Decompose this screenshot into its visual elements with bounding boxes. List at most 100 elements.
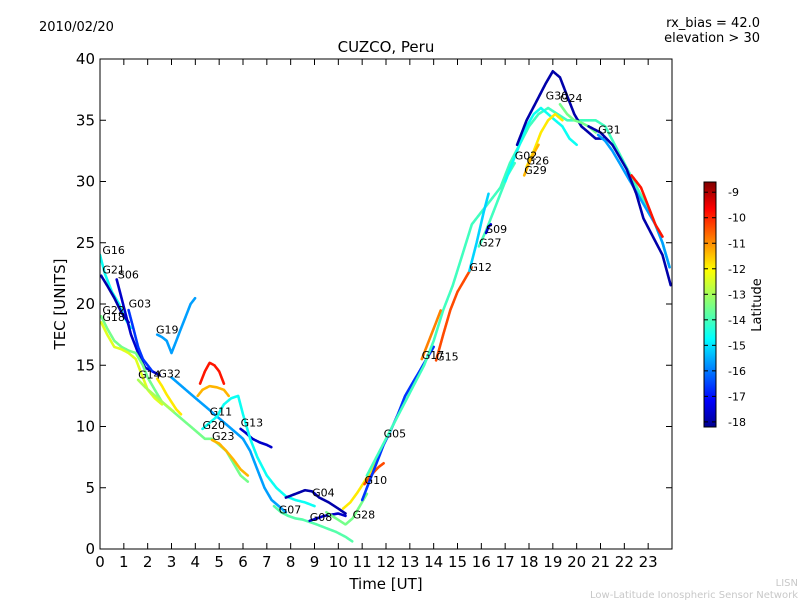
sat-label-g18: G18: [102, 311, 125, 324]
series-bluefall: [587, 125, 672, 287]
sat-label-g03: G03: [129, 298, 152, 311]
sat-label-g21: G21: [102, 263, 125, 276]
colorbar-label: Latitude: [750, 278, 765, 332]
colorbar-tick-label: -18: [728, 416, 746, 429]
colorbar-tick-label: -16: [728, 365, 746, 378]
sat-label-g26: G26: [527, 154, 550, 167]
y-tick-label: 5: [85, 479, 95, 497]
series-redfall: [630, 174, 664, 238]
colorbar-ticks: -9 -10 -11 -12 -13 -14 -15 -16 -17 -18: [704, 186, 746, 429]
x-tick-label: 17: [496, 553, 515, 571]
sat-label-g02: G02: [515, 149, 538, 162]
x-tick-label: 12: [376, 553, 395, 571]
sat-label-g17: G17: [422, 349, 445, 362]
x-tick-label: 11: [353, 553, 372, 571]
sat-label-g29: G29: [524, 164, 547, 177]
x-tick-label: 5: [214, 553, 224, 571]
sat-label-g10: G10: [365, 474, 388, 487]
series-layer: [100, 70, 672, 543]
series-g28: [325, 492, 369, 526]
y-tick-label: 15: [76, 356, 95, 374]
series-yel1: [196, 384, 230, 398]
colorbar-tick-label: -12: [728, 263, 746, 276]
colorbar-tick-label: -13: [728, 288, 746, 301]
sat-label-g04: G04: [312, 486, 335, 499]
sat-label-g08: G08: [310, 511, 333, 524]
sat-label-g32: G32: [158, 368, 181, 381]
footer-network: Low-Latitude Ionospheric Sensor Network: [590, 590, 798, 600]
x-tick-label: 13: [400, 553, 419, 571]
sat-label-g13: G13: [241, 417, 264, 430]
x-tick-label: 4: [191, 553, 201, 571]
x-tick-label: 15: [448, 553, 467, 571]
series-g30: [515, 70, 605, 147]
series-g21: [100, 274, 130, 324]
y-tick-label: 25: [76, 234, 95, 252]
x-tick-label: 0: [95, 553, 105, 571]
series-g04: [284, 488, 347, 515]
rx-bias-label: rx_bias = 42.0: [666, 16, 760, 31]
y-axis: 0 5 10 15 20 25 30 35 40: [76, 50, 672, 558]
sat-label-g28: G28: [353, 508, 376, 521]
x-tick-label: 1: [119, 553, 129, 571]
sat-label-g05: G05: [384, 428, 407, 441]
x-axis: 0 1 2 3 4 5 6 7 8 9 10 11 12 13 14 15 16 17 18 19 20 21 22 23: [95, 59, 658, 571]
colorbar-tick-label: -10: [728, 212, 746, 225]
series-g03: [127, 308, 154, 373]
x-axis-label: Time [UT]: [348, 575, 422, 593]
series-g08: [308, 512, 347, 523]
series-g22: [100, 315, 250, 483]
x-tick-label: 9: [310, 553, 320, 571]
sat-label-g19: G19: [156, 323, 179, 336]
sat-label-s09: S09: [486, 223, 507, 236]
series-g14: [136, 378, 176, 414]
y-tick-label: 40: [76, 50, 95, 68]
sat-label-g14: G14: [138, 369, 161, 382]
x-tick-label: 22: [615, 553, 634, 571]
sat-label-g31: G31: [598, 124, 621, 137]
sat-label-g20: G20: [202, 419, 225, 432]
sat-label-g23: G23: [212, 430, 235, 443]
sat-label-g27: G27: [479, 236, 502, 249]
series-g13: [239, 427, 273, 449]
x-tick-label: 2: [143, 553, 153, 571]
x-tick-label: 6: [238, 553, 248, 571]
sat-label-g07: G07: [279, 503, 302, 516]
series-g32: [155, 377, 183, 416]
x-tick-label: 3: [167, 553, 177, 571]
sat-label-g24: G24: [560, 92, 583, 105]
colorbar-tick-label: -14: [728, 314, 746, 327]
y-tick-label: 10: [76, 418, 95, 436]
series-s06: [115, 278, 161, 377]
sat-label-s06: S06: [118, 268, 139, 281]
x-tick-label: 21: [591, 553, 610, 571]
series-g29: [522, 143, 540, 177]
sat-label-g11: G11: [210, 405, 233, 418]
colorbar-tick-label: -9: [728, 186, 739, 199]
colorbar-tick-label: -17: [728, 390, 746, 403]
x-tick-label: 7: [262, 553, 272, 571]
date-label: 2010/02/20: [39, 20, 114, 35]
series-g12: [468, 192, 490, 273]
chart-title: CUZCO, Peru: [338, 38, 435, 56]
series-g23: [210, 438, 250, 477]
series-s09: [484, 223, 493, 235]
series-red1: [198, 361, 226, 385]
series-g20: [201, 394, 316, 508]
x-tick-label: 8: [286, 553, 296, 571]
colorbar-tick-label: -15: [728, 339, 746, 352]
series-g11: [170, 376, 288, 514]
sat-label-g30: G30: [546, 89, 569, 102]
sat-label-g22: G22: [102, 304, 125, 317]
sat-label-g16: G16: [102, 244, 125, 257]
series-g19: [155, 296, 197, 355]
x-tick-label: 20: [567, 553, 586, 571]
y-tick-label: 20: [76, 295, 95, 313]
colorbar: [703, 181, 717, 428]
sat-label-g12: G12: [469, 261, 492, 274]
x-tick-label: 16: [472, 553, 491, 571]
x-tick-label: 19: [543, 553, 562, 571]
x-tick-label: 23: [639, 553, 658, 571]
